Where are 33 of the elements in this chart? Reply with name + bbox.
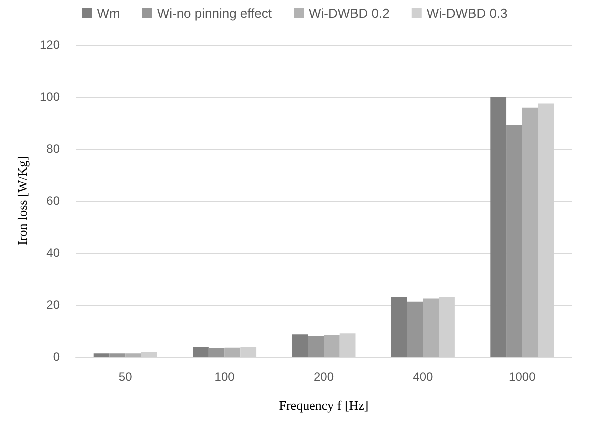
bar [506, 125, 522, 357]
y-tick-label: 40 [46, 246, 60, 260]
bar [324, 335, 340, 357]
bar [224, 348, 241, 357]
x-tick-label: 100 [214, 370, 236, 384]
bar [490, 97, 507, 357]
bar [193, 347, 209, 357]
y-tick-label: 80 [46, 142, 60, 156]
legend-label: Wm [97, 6, 120, 21]
bar [292, 334, 308, 357]
y-axis-title: Iron loss [W/Kg] [15, 156, 30, 246]
bar [308, 336, 324, 357]
x-tick-label: 50 [118, 370, 133, 384]
bar [423, 298, 440, 357]
x-tick-label: 1000 [509, 370, 536, 384]
y-tick-label: 0 [53, 350, 60, 364]
legend-label: Wi-DWBD 0.3 [426, 6, 508, 21]
bar [110, 354, 126, 357]
bar [522, 108, 538, 357]
y-tick-label: 100 [40, 90, 60, 104]
bar [407, 302, 424, 357]
bar [126, 354, 142, 357]
bar [94, 354, 110, 357]
y-tick-label: 20 [46, 298, 60, 312]
bar [391, 297, 408, 357]
x-tick-label: 400 [413, 370, 434, 384]
y-tick-label: 60 [46, 194, 60, 208]
x-tick-label: 200 [314, 370, 334, 384]
x-axis-title: Frequency f [Hz] [279, 398, 369, 413]
bar [208, 348, 225, 357]
legend-label: Wi-DWBD 0.2 [308, 6, 390, 21]
y-tick-label: 120 [40, 38, 60, 52]
legend-label: Wi-no pinning effect [157, 6, 272, 21]
